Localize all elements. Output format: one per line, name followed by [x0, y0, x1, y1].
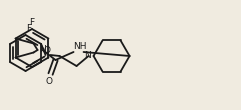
Text: N: N: [39, 45, 46, 53]
Text: NH: NH: [73, 41, 86, 50]
Text: O: O: [43, 46, 50, 54]
Text: F: F: [26, 24, 31, 32]
Text: O: O: [45, 76, 52, 85]
Text: F: F: [29, 17, 34, 27]
Text: N: N: [84, 50, 91, 60]
